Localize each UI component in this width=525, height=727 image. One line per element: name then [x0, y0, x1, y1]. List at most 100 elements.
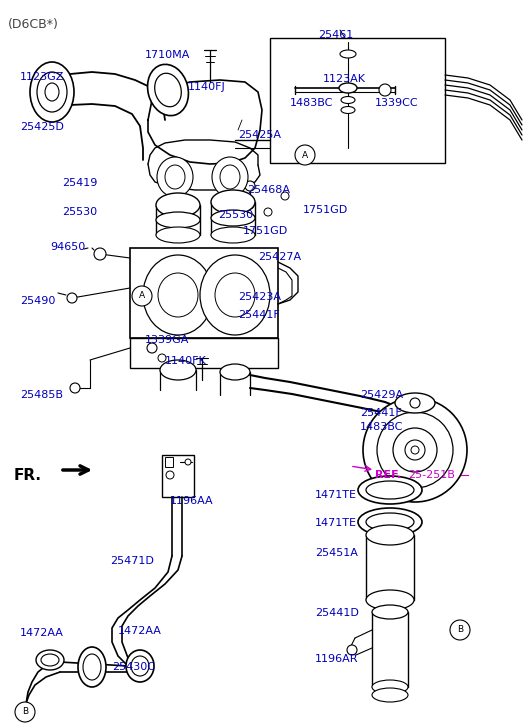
Text: 94650: 94650 — [50, 242, 85, 252]
Circle shape — [363, 398, 467, 502]
Circle shape — [450, 620, 470, 640]
Text: 1471TE: 1471TE — [315, 518, 357, 528]
Ellipse shape — [372, 680, 408, 694]
Ellipse shape — [156, 212, 200, 228]
Ellipse shape — [340, 50, 356, 58]
Circle shape — [246, 201, 254, 209]
Text: 1140FJ: 1140FJ — [188, 82, 226, 92]
Ellipse shape — [341, 97, 355, 103]
Text: 1339GA: 1339GA — [145, 335, 190, 345]
Ellipse shape — [211, 210, 255, 226]
Text: 25425D: 25425D — [20, 122, 64, 132]
Ellipse shape — [212, 157, 248, 197]
Bar — [165, 457, 173, 467]
Circle shape — [379, 84, 391, 96]
Circle shape — [411, 446, 419, 454]
Text: 1123AK: 1123AK — [323, 74, 366, 84]
Text: 25471D: 25471D — [110, 556, 154, 566]
Text: 25427A: 25427A — [258, 252, 301, 262]
Ellipse shape — [156, 193, 200, 217]
Text: 25490: 25490 — [20, 296, 55, 306]
Text: A: A — [302, 150, 308, 159]
Text: 25425A: 25425A — [238, 130, 281, 140]
Text: 1751GD: 1751GD — [243, 226, 288, 236]
Bar — [130, 338, 278, 368]
Text: 1751GD: 1751GD — [303, 205, 348, 215]
Text: 25441D: 25441D — [315, 608, 359, 618]
Circle shape — [281, 192, 289, 200]
Ellipse shape — [366, 590, 414, 610]
Text: 1339CC: 1339CC — [375, 98, 418, 108]
Text: 1123GZ: 1123GZ — [20, 72, 65, 82]
Circle shape — [132, 286, 152, 306]
Text: 25451A: 25451A — [315, 548, 358, 558]
Circle shape — [94, 248, 106, 260]
Ellipse shape — [366, 513, 414, 531]
Ellipse shape — [157, 157, 193, 197]
Circle shape — [245, 181, 255, 191]
Circle shape — [347, 645, 357, 655]
Ellipse shape — [148, 65, 188, 116]
Text: FR.: FR. — [14, 468, 42, 483]
Text: 25441F: 25441F — [360, 408, 402, 418]
Ellipse shape — [30, 62, 74, 122]
Ellipse shape — [126, 650, 154, 682]
Ellipse shape — [156, 227, 200, 243]
Bar — [270, 38, 445, 163]
Text: 1196AR: 1196AR — [315, 654, 359, 664]
Circle shape — [147, 343, 157, 353]
Bar — [372, 612, 408, 687]
Text: 25485B: 25485B — [20, 390, 63, 400]
Text: 1196AA: 1196AA — [170, 496, 214, 506]
Circle shape — [70, 383, 80, 393]
Circle shape — [295, 145, 315, 165]
Circle shape — [158, 354, 166, 362]
Ellipse shape — [220, 364, 250, 380]
Text: 1483BC: 1483BC — [360, 422, 403, 432]
Ellipse shape — [366, 481, 414, 499]
Ellipse shape — [160, 360, 196, 380]
Ellipse shape — [395, 393, 435, 413]
Text: 1471TE: 1471TE — [315, 490, 357, 500]
Text: REF.: REF. — [375, 470, 401, 480]
Ellipse shape — [211, 227, 255, 243]
Text: 1472AA: 1472AA — [118, 626, 162, 636]
Text: A: A — [139, 292, 145, 300]
Text: 25423A: 25423A — [238, 292, 281, 302]
Bar — [162, 455, 194, 497]
Ellipse shape — [339, 83, 357, 93]
Text: 1140FK: 1140FK — [165, 356, 207, 366]
Ellipse shape — [211, 190, 255, 214]
Text: 25530: 25530 — [62, 207, 97, 217]
Text: B: B — [457, 625, 463, 635]
Ellipse shape — [372, 605, 408, 619]
Circle shape — [166, 471, 174, 479]
Text: 1710MA: 1710MA — [145, 50, 191, 60]
Ellipse shape — [78, 647, 106, 687]
Ellipse shape — [36, 650, 64, 670]
Text: 25441F: 25441F — [238, 310, 280, 320]
Bar — [130, 248, 278, 338]
Circle shape — [15, 702, 35, 722]
Text: 1472AA: 1472AA — [20, 628, 64, 638]
Text: 25429A: 25429A — [360, 390, 403, 400]
Ellipse shape — [143, 255, 213, 335]
Text: 25468A: 25468A — [247, 185, 290, 195]
Text: 25419: 25419 — [62, 178, 97, 188]
Text: (D6CB*): (D6CB*) — [8, 18, 59, 31]
Text: 1483BC: 1483BC — [290, 98, 333, 108]
Ellipse shape — [366, 525, 414, 545]
Bar — [366, 535, 414, 600]
Circle shape — [410, 398, 420, 408]
Text: 25530: 25530 — [218, 210, 253, 220]
Text: 25-251B: 25-251B — [408, 470, 455, 480]
Ellipse shape — [341, 106, 355, 113]
Ellipse shape — [372, 688, 408, 702]
Circle shape — [67, 293, 77, 303]
Text: 25430C: 25430C — [112, 662, 155, 672]
Ellipse shape — [358, 508, 422, 536]
Ellipse shape — [358, 476, 422, 504]
Ellipse shape — [200, 255, 270, 335]
Text: B: B — [22, 707, 28, 717]
Text: 25461: 25461 — [318, 30, 353, 40]
